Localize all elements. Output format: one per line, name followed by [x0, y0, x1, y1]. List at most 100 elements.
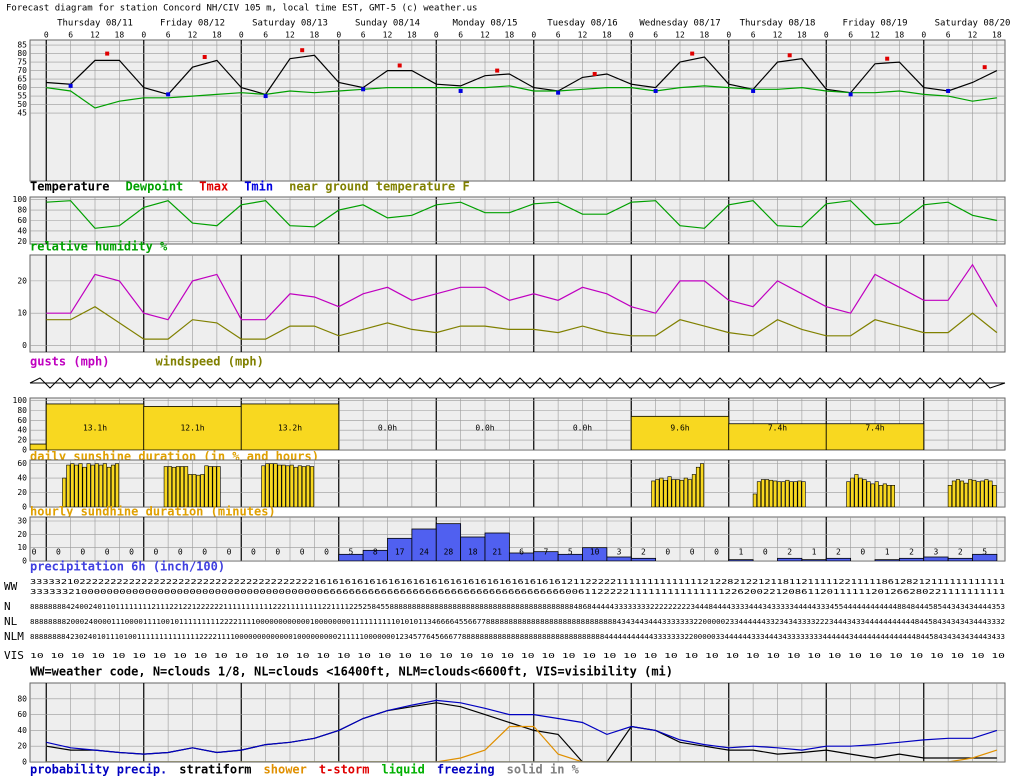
- hour-label: 6: [68, 31, 73, 40]
- legend-label: Tmin: [244, 180, 273, 194]
- bar: [163, 466, 168, 507]
- bar: [675, 479, 680, 507]
- legend-label: freezing: [437, 763, 495, 777]
- y-tick-label: 100: [13, 195, 28, 204]
- bar: [700, 463, 705, 507]
- bar-label: 13.2h: [278, 424, 302, 433]
- y-tick-label: 50: [17, 100, 27, 109]
- dot: [848, 92, 853, 97]
- day-label: Wednesday 08/17: [639, 19, 720, 29]
- y-tick-label: 40: [17, 226, 27, 235]
- hour-label: 12: [285, 31, 295, 40]
- hour-label: 18: [115, 31, 125, 40]
- y-tick-label: 20: [17, 742, 27, 751]
- code-row: 10 10 10 10 10 10 10 10 10 10 10 10 10 1…: [30, 652, 1005, 660]
- bar: [972, 479, 977, 507]
- bar-label: 7.4h: [865, 424, 884, 433]
- y-tick-label: 60: [17, 83, 27, 92]
- legend-label: relative humidity %: [30, 240, 168, 254]
- bar: [240, 403, 340, 450]
- hour-label: 12: [773, 31, 783, 40]
- bar: [208, 466, 213, 507]
- y-tick-label: 20: [17, 276, 27, 285]
- bar: [212, 466, 217, 507]
- y-tick-label: 10: [17, 309, 27, 318]
- value-label: 0: [860, 548, 865, 557]
- hour-label: 0: [336, 31, 341, 40]
- hour-label: 6: [848, 31, 853, 40]
- bar: [305, 465, 311, 507]
- bar: [793, 481, 798, 507]
- bar: [74, 464, 79, 507]
- bar: [960, 480, 965, 507]
- legend-label: liquid: [381, 763, 424, 777]
- hour-label: 18: [407, 31, 417, 40]
- bar-label: 9.6h: [670, 424, 689, 433]
- y-tick-label: 20: [17, 237, 27, 246]
- y-tick-label: 60: [17, 459, 27, 468]
- bar: [70, 463, 75, 507]
- legend-label: solid in %: [507, 763, 580, 777]
- day-label: Sunday 08/14: [355, 19, 420, 29]
- y-tick-label: 10: [17, 543, 27, 552]
- bar: [886, 485, 891, 507]
- hour-label: 6: [361, 31, 366, 40]
- bar-label: 13.1h: [83, 424, 107, 433]
- bar: [184, 466, 189, 507]
- dot: [787, 53, 792, 58]
- bar: [192, 474, 197, 507]
- bar: [293, 466, 298, 507]
- y-tick-label: 60: [17, 710, 27, 719]
- dot: [166, 92, 171, 97]
- hour-label: 18: [992, 31, 1002, 40]
- value-label: 0: [275, 548, 280, 557]
- hour-label: 0: [824, 31, 829, 40]
- bar: [273, 463, 278, 507]
- value-label: 21: [492, 548, 502, 557]
- bar: [196, 474, 201, 507]
- bar: [955, 479, 961, 507]
- y-tick-label: 0: [22, 758, 27, 767]
- bar: [659, 477, 664, 507]
- bar: [752, 493, 757, 507]
- bar: [781, 481, 786, 507]
- bar: [866, 481, 871, 507]
- bar: [667, 476, 672, 507]
- bar: [992, 485, 997, 507]
- dot: [495, 68, 500, 73]
- value-label: 24: [419, 548, 429, 557]
- y-tick-label: 65: [17, 75, 27, 84]
- dot: [202, 54, 207, 59]
- value-label: 2: [909, 548, 914, 557]
- dot: [68, 83, 73, 88]
- bar: [789, 481, 794, 507]
- bar: [82, 466, 87, 507]
- bar: [301, 466, 306, 507]
- code-row-label: N: [4, 600, 11, 613]
- value-label: 2: [836, 548, 841, 557]
- day-label: Thursday 08/11: [57, 19, 133, 29]
- value-label: 2: [958, 548, 963, 557]
- panel: [29, 39, 1006, 182]
- y-tick-label: 0: [22, 557, 27, 566]
- bar: [947, 557, 973, 561]
- y-tick-label: 85: [17, 41, 27, 50]
- bar: [846, 481, 851, 507]
- series-line: [46, 54, 998, 96]
- bar: [760, 479, 766, 507]
- value-label: 0: [80, 548, 85, 557]
- bar: [606, 556, 632, 561]
- y-tick-label: 80: [17, 49, 27, 58]
- code-row-label: WW: [4, 580, 18, 593]
- hour-label: 6: [751, 31, 756, 40]
- legend-label: hourly sundhine duration (minutes): [30, 505, 276, 519]
- hour-label: 6: [946, 31, 951, 40]
- bar-label: 0.0h: [475, 424, 494, 433]
- value-label: 28: [444, 548, 454, 557]
- code-row: 8888888842400240110111111112111221221222…: [30, 603, 1005, 611]
- y-tick-label: 80: [17, 206, 27, 215]
- bar: [62, 477, 67, 507]
- value-label: 8: [373, 548, 378, 557]
- hour-label: 6: [166, 31, 171, 40]
- series-line: [46, 725, 998, 762]
